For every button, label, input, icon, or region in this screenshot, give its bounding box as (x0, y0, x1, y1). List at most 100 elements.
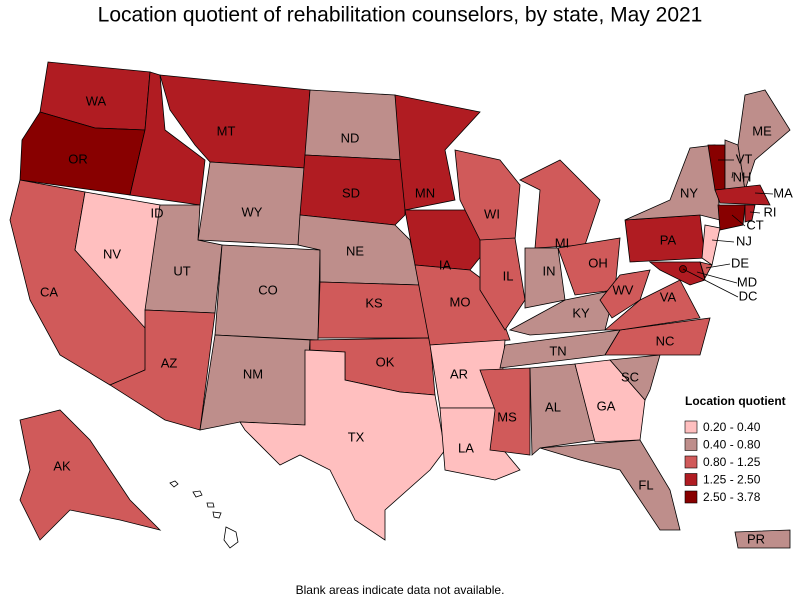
state-label: ND (341, 130, 360, 145)
state-label: GA (597, 398, 616, 413)
state-label: MI (555, 235, 569, 250)
legend-swatch (684, 455, 698, 469)
state-region (648, 261, 706, 286)
state-label: OR (68, 151, 88, 166)
state-label: NH (733, 169, 752, 184)
state-region (624, 144, 721, 221)
state-label: NY (680, 185, 698, 200)
state-label: MD (737, 274, 757, 289)
legend-swatch (684, 473, 698, 486)
legend-swatch (684, 490, 698, 504)
state-label: CT (746, 217, 763, 232)
state-label: LA (458, 440, 474, 455)
legend-label: 0.20 - 0.40 (703, 420, 761, 434)
state-label: MA (773, 185, 793, 200)
state-label: VA (660, 289, 677, 304)
state-region (479, 367, 531, 456)
state-label: NC (656, 333, 675, 348)
state-region (129, 71, 206, 206)
state-region (717, 204, 746, 231)
state-label: AK (53, 458, 71, 473)
legend-label: 0.80 - 1.25 (703, 455, 761, 469)
leader-line (754, 192, 774, 195)
leader-line (682, 268, 739, 298)
state-region (603, 279, 701, 331)
state-label: AZ (161, 355, 178, 370)
state-label: TX (348, 429, 365, 444)
state-label: AR (450, 366, 468, 381)
state-shapes (9, 61, 791, 549)
state-region (19, 409, 162, 541)
state-region (299, 154, 406, 226)
island (206, 502, 215, 508)
state-label: VT (736, 151, 753, 166)
state-label: IA (439, 257, 452, 272)
legend-title: Location quotient (685, 394, 786, 408)
state-region (539, 439, 681, 531)
state-region (529, 363, 596, 456)
map-title: Location quotient of rehabilitation coun… (98, 4, 703, 27)
state-label: IN (543, 263, 556, 278)
island (169, 480, 179, 488)
leader-line (731, 171, 734, 179)
state-label: MO (450, 294, 471, 309)
hawaii (169, 480, 239, 549)
state-region (734, 529, 791, 549)
state-label: OH (588, 255, 608, 270)
state-label: FL (638, 477, 653, 492)
state-label: DE (731, 255, 749, 270)
state-label: SD (342, 185, 360, 200)
legend-label: 0.40 - 0.80 (703, 438, 761, 452)
state-label: TN (549, 343, 566, 358)
footnote: Blank areas indicate data not available. (296, 583, 505, 597)
state-label: DC (739, 288, 758, 303)
leader-line (731, 214, 746, 227)
state-region (239, 349, 446, 541)
island (192, 490, 203, 498)
legend-label: 2.50 - 3.78 (703, 490, 761, 504)
state-region (744, 204, 756, 223)
island (223, 526, 239, 549)
state-label: NE (346, 243, 364, 258)
state-label: IL (503, 268, 514, 283)
state-region (304, 89, 406, 161)
state-label: WV (613, 282, 634, 297)
state-label: CA (40, 284, 58, 299)
state-label: NM (243, 366, 263, 381)
leader-line (696, 271, 738, 284)
state-label: WA (86, 93, 107, 108)
legend: Location quotient 0.20 - 0.40 0.40 - 0.80 0… (684, 394, 786, 504)
state-region (109, 309, 216, 431)
leader-line (749, 211, 761, 214)
state-region (701, 224, 721, 266)
state-label: SC (621, 369, 639, 384)
state-label: WI (484, 206, 500, 221)
state-region (394, 94, 481, 211)
state-label: MT (217, 123, 236, 138)
state-label: MN (415, 185, 435, 200)
state-region (479, 237, 526, 331)
state-label: WY (242, 204, 263, 219)
leader-line (705, 263, 731, 269)
state-label: CO (258, 282, 278, 297)
state-label: RI (764, 204, 777, 219)
state-label: ID (151, 205, 164, 220)
legend-label: 1.25 - 2.50 (703, 473, 761, 487)
legend-swatch (684, 438, 698, 451)
state-region (199, 334, 311, 431)
state-label: UT (173, 263, 190, 278)
state-label: KS (365, 295, 383, 310)
state-label: MS (497, 409, 517, 424)
state-label: ME (752, 123, 772, 138)
state-region (599, 269, 651, 319)
state-label: PA (660, 232, 677, 247)
state-label: NV (103, 246, 121, 261)
legend-swatch (684, 420, 698, 434)
state-label: AL (545, 399, 561, 414)
state-region (609, 354, 661, 401)
state-label: OK (376, 354, 395, 369)
leader-line (711, 239, 735, 243)
state-labels: WA OR CA NV ID MT WY UT AZ CO NM ND SD NE KS OK TX MN IA MO… (40, 93, 793, 546)
state-region (714, 184, 771, 206)
